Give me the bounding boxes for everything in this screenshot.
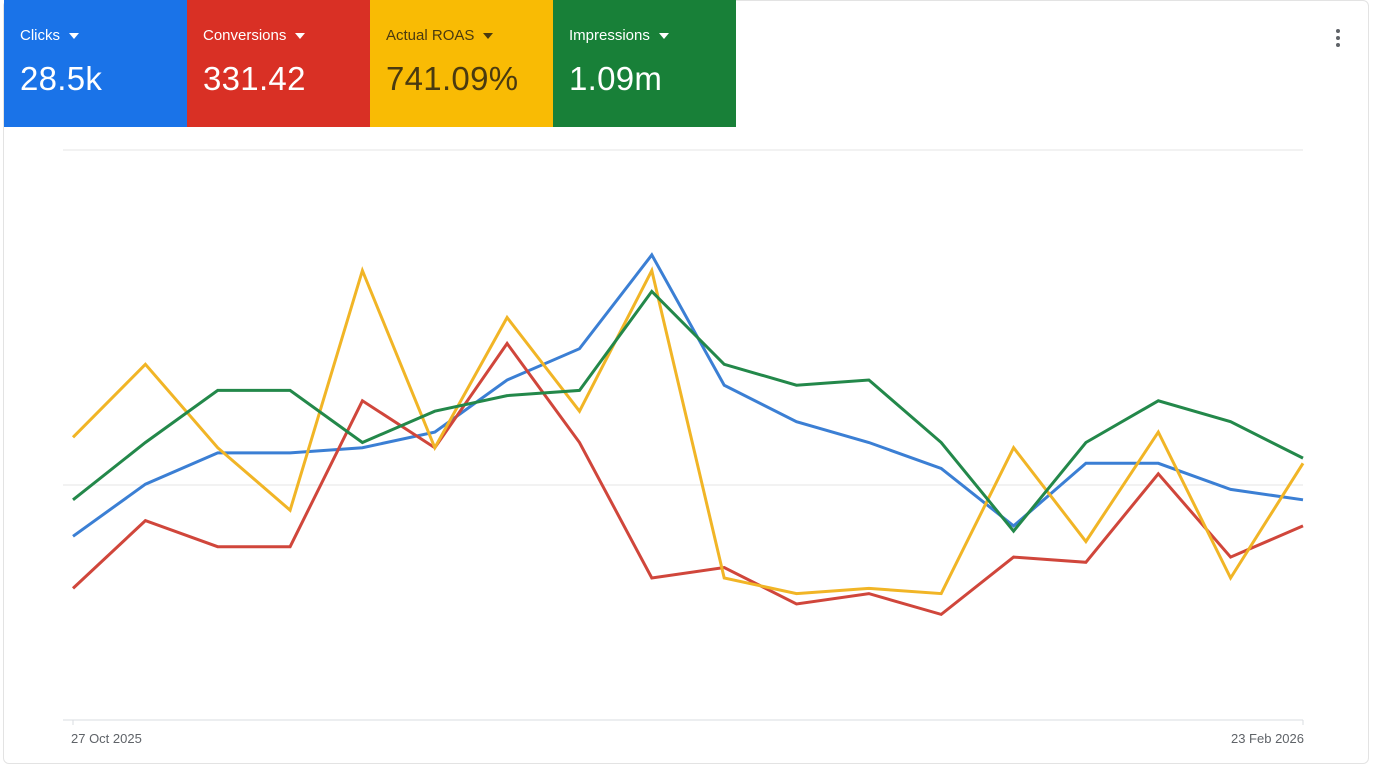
kebab-dot <box>1336 36 1340 40</box>
caret-down-icon[interactable] <box>69 32 79 39</box>
caret-down-icon[interactable] <box>295 32 306 39</box>
series-line-clicks <box>72 252 1304 538</box>
performance-card <box>3 0 1369 764</box>
metric-tab-clicks[interactable]: Clicks 28.5k <box>4 0 187 127</box>
metric-tab-header: Conversions <box>203 26 370 44</box>
series-line-conversions <box>71 340 1304 617</box>
metric-tab-value: 331.42 <box>203 60 306 97</box>
metric-tabs: Clicks 28.5k Conversions 331.42 Actual R… <box>4 0 736 127</box>
metric-tab-value: 28.5k <box>20 60 103 97</box>
x-axis-start-label: 27 Oct 2025 <box>71 731 142 746</box>
metric-tab-header: Actual ROAS <box>386 26 553 44</box>
kebab-dot <box>1336 43 1340 47</box>
metric-tab-conversions[interactable]: Conversions 331.42 <box>187 0 370 127</box>
metric-tab-header: Impressions <box>569 26 736 44</box>
metric-tab-label: Conversions <box>203 26 287 44</box>
metric-tab-header: Clicks <box>20 26 187 44</box>
metric-tab-label: Impressions <box>569 26 650 44</box>
metric-tab-actual-roas[interactable]: Actual ROAS 741.09% <box>370 0 553 127</box>
metric-tab-label: Clicks <box>20 26 60 44</box>
series-line-impressions <box>72 289 1304 534</box>
metric-tab-label: Actual ROAS <box>386 26 475 44</box>
metric-tab-impressions[interactable]: Impressions 1.09m <box>553 0 736 127</box>
kebab-dot <box>1336 29 1340 33</box>
metric-tab-value: 741.09% <box>386 60 519 97</box>
more-vert-icon[interactable] <box>1328 26 1348 50</box>
caret-down-icon[interactable] <box>483 32 494 39</box>
caret-down-icon[interactable] <box>658 32 669 39</box>
metric-tab-value: 1.09m <box>569 60 663 97</box>
x-axis-end-label: 23 Feb 2026 <box>1230 731 1304 746</box>
series-line-actual-roas <box>71 266 1305 596</box>
